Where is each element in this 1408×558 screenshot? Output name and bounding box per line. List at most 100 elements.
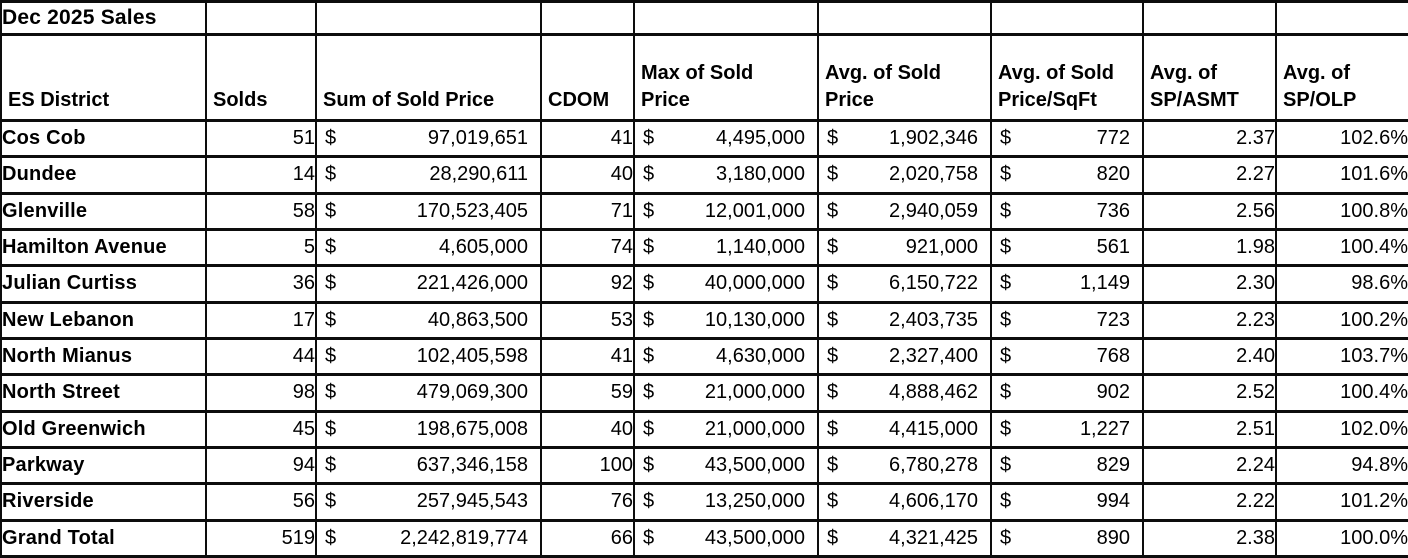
cell-avg-price-per-sqft[interactable]: $ 768 bbox=[990, 336, 1144, 377]
cell-cdom[interactable]: 41 bbox=[540, 336, 635, 377]
cell-avg-of-sold-price[interactable]: $ 4,321,425 bbox=[817, 518, 992, 558]
cell-sp-asmt[interactable]: 2.51 bbox=[1142, 409, 1277, 449]
cell-avg-price-per-sqft[interactable]: $ 829 bbox=[990, 445, 1144, 486]
cell-avg-price-per-sqft[interactable]: $ 736 bbox=[990, 191, 1144, 231]
cell-avg-price-per-sqft[interactable]: $ 890 bbox=[990, 518, 1144, 558]
cell-sp-olp[interactable]: 101.2% bbox=[1275, 482, 1408, 522]
cell-sp-olp[interactable]: 100.4% bbox=[1275, 227, 1408, 268]
cell-max-of-sold-price[interactable]: $ 43,500,000 bbox=[633, 518, 819, 558]
cell-max-of-sold-price[interactable]: $ 21,000,000 bbox=[633, 373, 819, 413]
column-header-avg-sp-asmt[interactable]: Avg. of SP/ASMT bbox=[1142, 33, 1277, 122]
cell-sum-of-sold-price[interactable]: $ 257,945,543 bbox=[315, 482, 542, 522]
cell-avg-of-sold-price[interactable]: $ 2,020,758 bbox=[817, 155, 992, 195]
cell-sp-olp[interactable]: 100.2% bbox=[1275, 300, 1408, 340]
cell-sum-of-sold-price[interactable]: $ 28,290,611 bbox=[315, 155, 542, 195]
cell-cdom[interactable]: 74 bbox=[540, 227, 635, 268]
column-header-es-district[interactable]: ES District bbox=[0, 33, 207, 122]
column-header-avg-of-sold-price[interactable]: Avg. of Sold Price bbox=[817, 33, 992, 122]
cell-sp-olp[interactable]: 100.4% bbox=[1275, 373, 1408, 413]
cell-sum-of-sold-price[interactable]: $ 170,523,405 bbox=[315, 191, 542, 231]
cell-sp-asmt[interactable]: 2.23 bbox=[1142, 300, 1277, 340]
cell-district[interactable]: Old Greenwich bbox=[0, 409, 207, 449]
cell-avg-price-per-sqft[interactable]: $ 772 bbox=[990, 118, 1144, 159]
cell-sp-olp[interactable]: 101.6% bbox=[1275, 155, 1408, 195]
empty-cell[interactable] bbox=[817, 0, 992, 36]
cell-solds[interactable]: 44 bbox=[205, 336, 317, 377]
cell-solds[interactable]: 58 bbox=[205, 191, 317, 231]
empty-cell[interactable] bbox=[540, 0, 635, 36]
cell-sp-asmt[interactable]: 1.98 bbox=[1142, 227, 1277, 268]
cell-sp-asmt[interactable]: 2.40 bbox=[1142, 336, 1277, 377]
empty-cell[interactable] bbox=[1275, 0, 1408, 36]
cell-sp-olp[interactable]: 102.0% bbox=[1275, 409, 1408, 449]
cell-solds[interactable]: 519 bbox=[205, 518, 317, 558]
cell-cdom[interactable]: 53 bbox=[540, 300, 635, 340]
cell-avg-of-sold-price[interactable]: $ 6,780,278 bbox=[817, 445, 992, 486]
cell-max-of-sold-price[interactable]: $ 13,250,000 bbox=[633, 482, 819, 522]
cell-max-of-sold-price[interactable]: $ 1,140,000 bbox=[633, 227, 819, 268]
cell-sp-asmt[interactable]: 2.37 bbox=[1142, 118, 1277, 159]
cell-solds[interactable]: 14 bbox=[205, 155, 317, 195]
cell-district[interactable]: Glenville bbox=[0, 191, 207, 231]
cell-max-of-sold-price[interactable]: $ 40,000,000 bbox=[633, 264, 819, 304]
cell-solds[interactable]: 36 bbox=[205, 264, 317, 304]
cell-max-of-sold-price[interactable]: $ 4,495,000 bbox=[633, 118, 819, 159]
column-header-sum-of-sold-price[interactable]: Sum of Sold Price bbox=[315, 33, 542, 122]
cell-avg-price-per-sqft[interactable]: $ 902 bbox=[990, 373, 1144, 413]
cell-sum-of-sold-price[interactable]: $ 2,242,819,774 bbox=[315, 518, 542, 558]
empty-cell[interactable] bbox=[315, 0, 542, 36]
cell-max-of-sold-price[interactable]: $ 21,000,000 bbox=[633, 409, 819, 449]
cell-sum-of-sold-price[interactable]: $ 102,405,598 bbox=[315, 336, 542, 377]
cell-sp-asmt[interactable]: 2.52 bbox=[1142, 373, 1277, 413]
cell-solds[interactable]: 94 bbox=[205, 445, 317, 486]
cell-avg-of-sold-price[interactable]: $ 4,606,170 bbox=[817, 482, 992, 522]
cell-sum-of-sold-price[interactable]: $ 479,069,300 bbox=[315, 373, 542, 413]
cell-sum-of-sold-price[interactable]: $ 4,605,000 bbox=[315, 227, 542, 268]
cell-sp-asmt[interactable]: 2.30 bbox=[1142, 264, 1277, 304]
empty-cell[interactable] bbox=[990, 0, 1144, 36]
cell-sp-olp[interactable]: 98.6% bbox=[1275, 264, 1408, 304]
cell-sp-asmt[interactable]: 2.56 bbox=[1142, 191, 1277, 231]
cell-sum-of-sold-price[interactable]: $ 198,675,008 bbox=[315, 409, 542, 449]
cell-sum-of-sold-price[interactable]: $ 637,346,158 bbox=[315, 445, 542, 486]
column-header-solds[interactable]: Solds bbox=[205, 33, 317, 122]
cell-cdom[interactable]: 59 bbox=[540, 373, 635, 413]
cell-avg-price-per-sqft[interactable]: $ 561 bbox=[990, 227, 1144, 268]
cell-district[interactable]: Cos Cob bbox=[0, 118, 207, 159]
cell-district[interactable]: North Street bbox=[0, 373, 207, 413]
empty-cell[interactable] bbox=[1142, 0, 1277, 36]
cell-district[interactable]: Julian Curtiss bbox=[0, 264, 207, 304]
cell-cdom[interactable]: 76 bbox=[540, 482, 635, 522]
cell-max-of-sold-price[interactable]: $ 43,500,000 bbox=[633, 445, 819, 486]
cell-cdom[interactable]: 40 bbox=[540, 155, 635, 195]
cell-avg-price-per-sqft[interactable]: $ 820 bbox=[990, 155, 1144, 195]
cell-max-of-sold-price[interactable]: $ 10,130,000 bbox=[633, 300, 819, 340]
cell-cdom[interactable]: 100 bbox=[540, 445, 635, 486]
cell-avg-of-sold-price[interactable]: $ 2,403,735 bbox=[817, 300, 992, 340]
cell-sp-olp[interactable]: 100.8% bbox=[1275, 191, 1408, 231]
cell-avg-of-sold-price[interactable]: $ 2,940,059 bbox=[817, 191, 992, 231]
cell-avg-price-per-sqft[interactable]: $ 994 bbox=[990, 482, 1144, 522]
cell-sp-olp[interactable]: 94.8% bbox=[1275, 445, 1408, 486]
cell-district[interactable]: North Mianus bbox=[0, 336, 207, 377]
cell-cdom[interactable]: 40 bbox=[540, 409, 635, 449]
cell-cdom[interactable]: 41 bbox=[540, 118, 635, 159]
cell-avg-price-per-sqft[interactable]: $ 1,227 bbox=[990, 409, 1144, 449]
cell-solds[interactable]: 5 bbox=[205, 227, 317, 268]
cell-sum-of-sold-price[interactable]: $ 97,019,651 bbox=[315, 118, 542, 159]
cell-solds[interactable]: 56 bbox=[205, 482, 317, 522]
cell-sp-olp[interactable]: 100.0% bbox=[1275, 518, 1408, 558]
cell-district[interactable]: Grand Total bbox=[0, 518, 207, 558]
cell-sp-olp[interactable]: 103.7% bbox=[1275, 336, 1408, 377]
empty-cell[interactable] bbox=[633, 0, 819, 36]
cell-avg-of-sold-price[interactable]: $ 2,327,400 bbox=[817, 336, 992, 377]
cell-cdom[interactable]: 71 bbox=[540, 191, 635, 231]
cell-district[interactable]: Parkway bbox=[0, 445, 207, 486]
empty-cell[interactable] bbox=[205, 0, 317, 36]
cell-solds[interactable]: 98 bbox=[205, 373, 317, 413]
cell-avg-price-per-sqft[interactable]: $ 723 bbox=[990, 300, 1144, 340]
cell-district[interactable]: Hamilton Avenue bbox=[0, 227, 207, 268]
cell-sum-of-sold-price[interactable]: $ 40,863,500 bbox=[315, 300, 542, 340]
cell-sp-asmt[interactable]: 2.24 bbox=[1142, 445, 1277, 486]
cell-avg-of-sold-price[interactable]: $ 4,415,000 bbox=[817, 409, 992, 449]
